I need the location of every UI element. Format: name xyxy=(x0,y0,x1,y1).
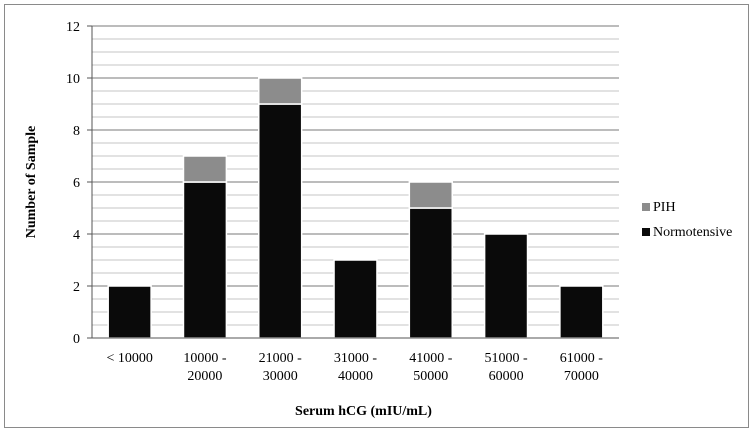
bar-normotensive-1 xyxy=(183,182,226,338)
y-axis-ticks: 0 2 4 6 8 10 12 xyxy=(66,20,92,347)
x-tick-label: 30000 xyxy=(263,369,298,384)
x-tick-label: 70000 xyxy=(564,369,599,384)
y-axis-title: Number of Sample xyxy=(24,126,39,239)
bar-normotensive-2 xyxy=(259,104,302,338)
y-tick-label: 12 xyxy=(66,20,80,35)
x-tick-label: 51000 - xyxy=(484,351,528,366)
y-tick-label: 10 xyxy=(66,72,80,87)
x-tick-label: 31000 - xyxy=(334,351,378,366)
y-tick-label: 2 xyxy=(73,280,80,295)
y-tick-label: 0 xyxy=(73,332,80,347)
bar-normotensive-5 xyxy=(485,234,528,338)
x-tick-label: 61000 - xyxy=(560,351,604,366)
x-tick-label: 21000 - xyxy=(259,351,303,366)
x-tick-label: < 10000 xyxy=(106,351,152,366)
y-tick-label: 8 xyxy=(73,124,80,139)
legend-label-pih: PIH xyxy=(653,200,676,215)
bar-normotensive-0 xyxy=(108,286,151,338)
x-tick-label: 41000 - xyxy=(409,351,453,366)
bar-normotensive-6 xyxy=(560,286,603,338)
bar-normotensive-4 xyxy=(409,208,452,338)
legend-label-normotensive: Normotensive xyxy=(653,225,732,240)
bar-pih-2 xyxy=(259,78,302,104)
bar-pih-1 xyxy=(183,156,226,182)
y-tick-label: 6 xyxy=(73,176,80,191)
legend-swatch-pih xyxy=(642,203,650,211)
y-tick-label: 4 xyxy=(73,228,80,243)
stacked-bar-chart: 0 2 4 6 8 10 12 < 10000 10000 - 20000 21000 - 3000… xyxy=(5,5,750,429)
x-tick-label: 60000 xyxy=(489,369,524,384)
x-tick-label: 40000 xyxy=(338,369,373,384)
bar-pih-4 xyxy=(409,182,452,208)
chart-frame: 0 2 4 6 8 10 12 < 10000 10000 - 20000 21000 - 3000… xyxy=(4,4,749,428)
x-tick-label: 10000 - xyxy=(183,351,227,366)
x-axis-ticks: < 10000 10000 - 20000 21000 - 30000 31000 - 40… xyxy=(106,351,603,384)
x-tick-label: 20000 xyxy=(187,369,222,384)
legend: PIH Normotensive xyxy=(642,200,732,240)
x-axis-title: Serum hCG (mIU/mL) xyxy=(295,404,432,419)
bar-normotensive-3 xyxy=(334,260,377,338)
legend-swatch-normotensive xyxy=(642,228,650,236)
x-tick-label: 50000 xyxy=(413,369,448,384)
